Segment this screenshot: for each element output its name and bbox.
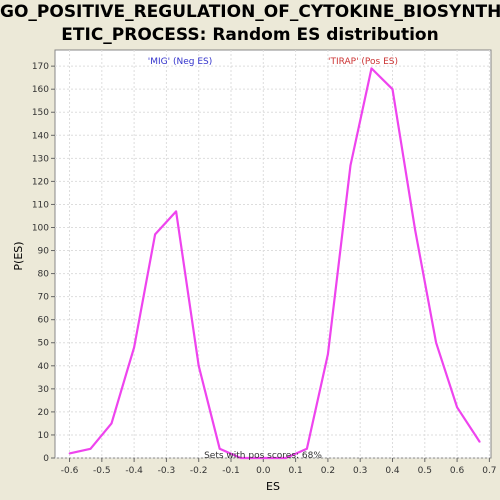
x-tick-label: -0.2 xyxy=(190,466,208,476)
series-layer xyxy=(68,67,481,460)
y-tick-label: 150 xyxy=(32,108,49,118)
y-tick-label: 10 xyxy=(38,431,50,441)
y-tick-label: 130 xyxy=(32,154,49,164)
x-tick-label: 0.4 xyxy=(385,466,400,476)
y-tick-label: 160 xyxy=(32,85,49,95)
x-tick-label: 0.2 xyxy=(321,466,335,476)
y-tick-label: 50 xyxy=(38,339,50,349)
y-tick-label: 120 xyxy=(32,177,49,187)
x-tick-label: 0.3 xyxy=(353,466,367,476)
x-tick-label: 0.0 xyxy=(256,466,271,476)
data-point xyxy=(89,447,92,450)
data-point xyxy=(133,346,136,349)
data-point xyxy=(391,88,394,91)
x-tick-label: -0.1 xyxy=(222,466,240,476)
data-point xyxy=(262,457,265,459)
data-point xyxy=(456,406,458,409)
chart-title-line-2: ETIC_PROCESS: Random ES distribution xyxy=(61,25,439,45)
series-line xyxy=(69,67,481,460)
x-tick-label: -0.6 xyxy=(61,466,79,476)
y-tick-label: 60 xyxy=(38,316,50,326)
x-tick-label: -0.4 xyxy=(125,466,143,476)
data-point xyxy=(68,452,71,455)
y-tick-label: 110 xyxy=(32,200,49,210)
data-point xyxy=(239,457,242,459)
y-tick-label: 170 xyxy=(32,62,49,72)
x-tick-label: 0.7 xyxy=(482,466,496,476)
data-point xyxy=(435,341,437,344)
annotation-pos-es: 'TIRAP' (Pos ES) xyxy=(328,57,398,67)
y-tick-label: 40 xyxy=(38,362,50,372)
data-point xyxy=(306,447,308,450)
y-tick-label: 80 xyxy=(38,270,50,280)
data-point xyxy=(349,164,352,167)
x-tick-label: 0.5 xyxy=(418,466,432,476)
y-tick-label: 20 xyxy=(38,408,50,418)
annotation-neg-es: 'MIG' (Neg ES) xyxy=(148,57,212,67)
x-axis-ticks: -0.6 -0.5 -0.4 -0.3 -0.2 -0.1 0.0 0.1 0.2 0.3 0.4 0… xyxy=(61,458,497,476)
data-point xyxy=(197,364,200,367)
y-tick-label: 100 xyxy=(32,223,49,233)
annotation-pos-scores: Sets with pos scores: 68% xyxy=(204,451,322,461)
y-axis-ticks: 0 10 20 30 40 50 60 70 80 90 100 110 120 130 140 150 160… xyxy=(32,62,55,464)
data-point xyxy=(175,210,178,213)
data-point xyxy=(218,447,221,450)
y-tick-label: 0 xyxy=(43,454,49,464)
y-tick-label: 30 xyxy=(38,385,50,395)
data-point xyxy=(110,422,113,425)
x-tick-label: 0.6 xyxy=(450,466,465,476)
data-point xyxy=(370,67,373,70)
y-axis-title: P(ES) xyxy=(12,241,25,270)
x-tick-label: 0.1 xyxy=(288,466,302,476)
y-tick-label: 140 xyxy=(32,131,49,141)
x-axis-title: ES xyxy=(266,480,280,493)
chart-title: GO_POSITIVE_REGULATION_OF_CYTOKINE_BIOSY… xyxy=(0,1,500,47)
chart-title-line-1: GO_POSITIVE_REGULATION_OF_CYTOKINE_BIOSY… xyxy=(0,2,500,22)
y-tick-label: 70 xyxy=(38,293,50,303)
x-tick-label: -0.3 xyxy=(158,466,176,476)
data-point xyxy=(154,233,157,236)
data-point xyxy=(327,353,329,356)
plot-area xyxy=(54,49,492,459)
data-point xyxy=(478,440,481,443)
data-point xyxy=(414,228,417,231)
data-point xyxy=(285,457,287,459)
x-tick-label: -0.5 xyxy=(93,466,111,476)
y-tick-label: 90 xyxy=(38,247,50,257)
